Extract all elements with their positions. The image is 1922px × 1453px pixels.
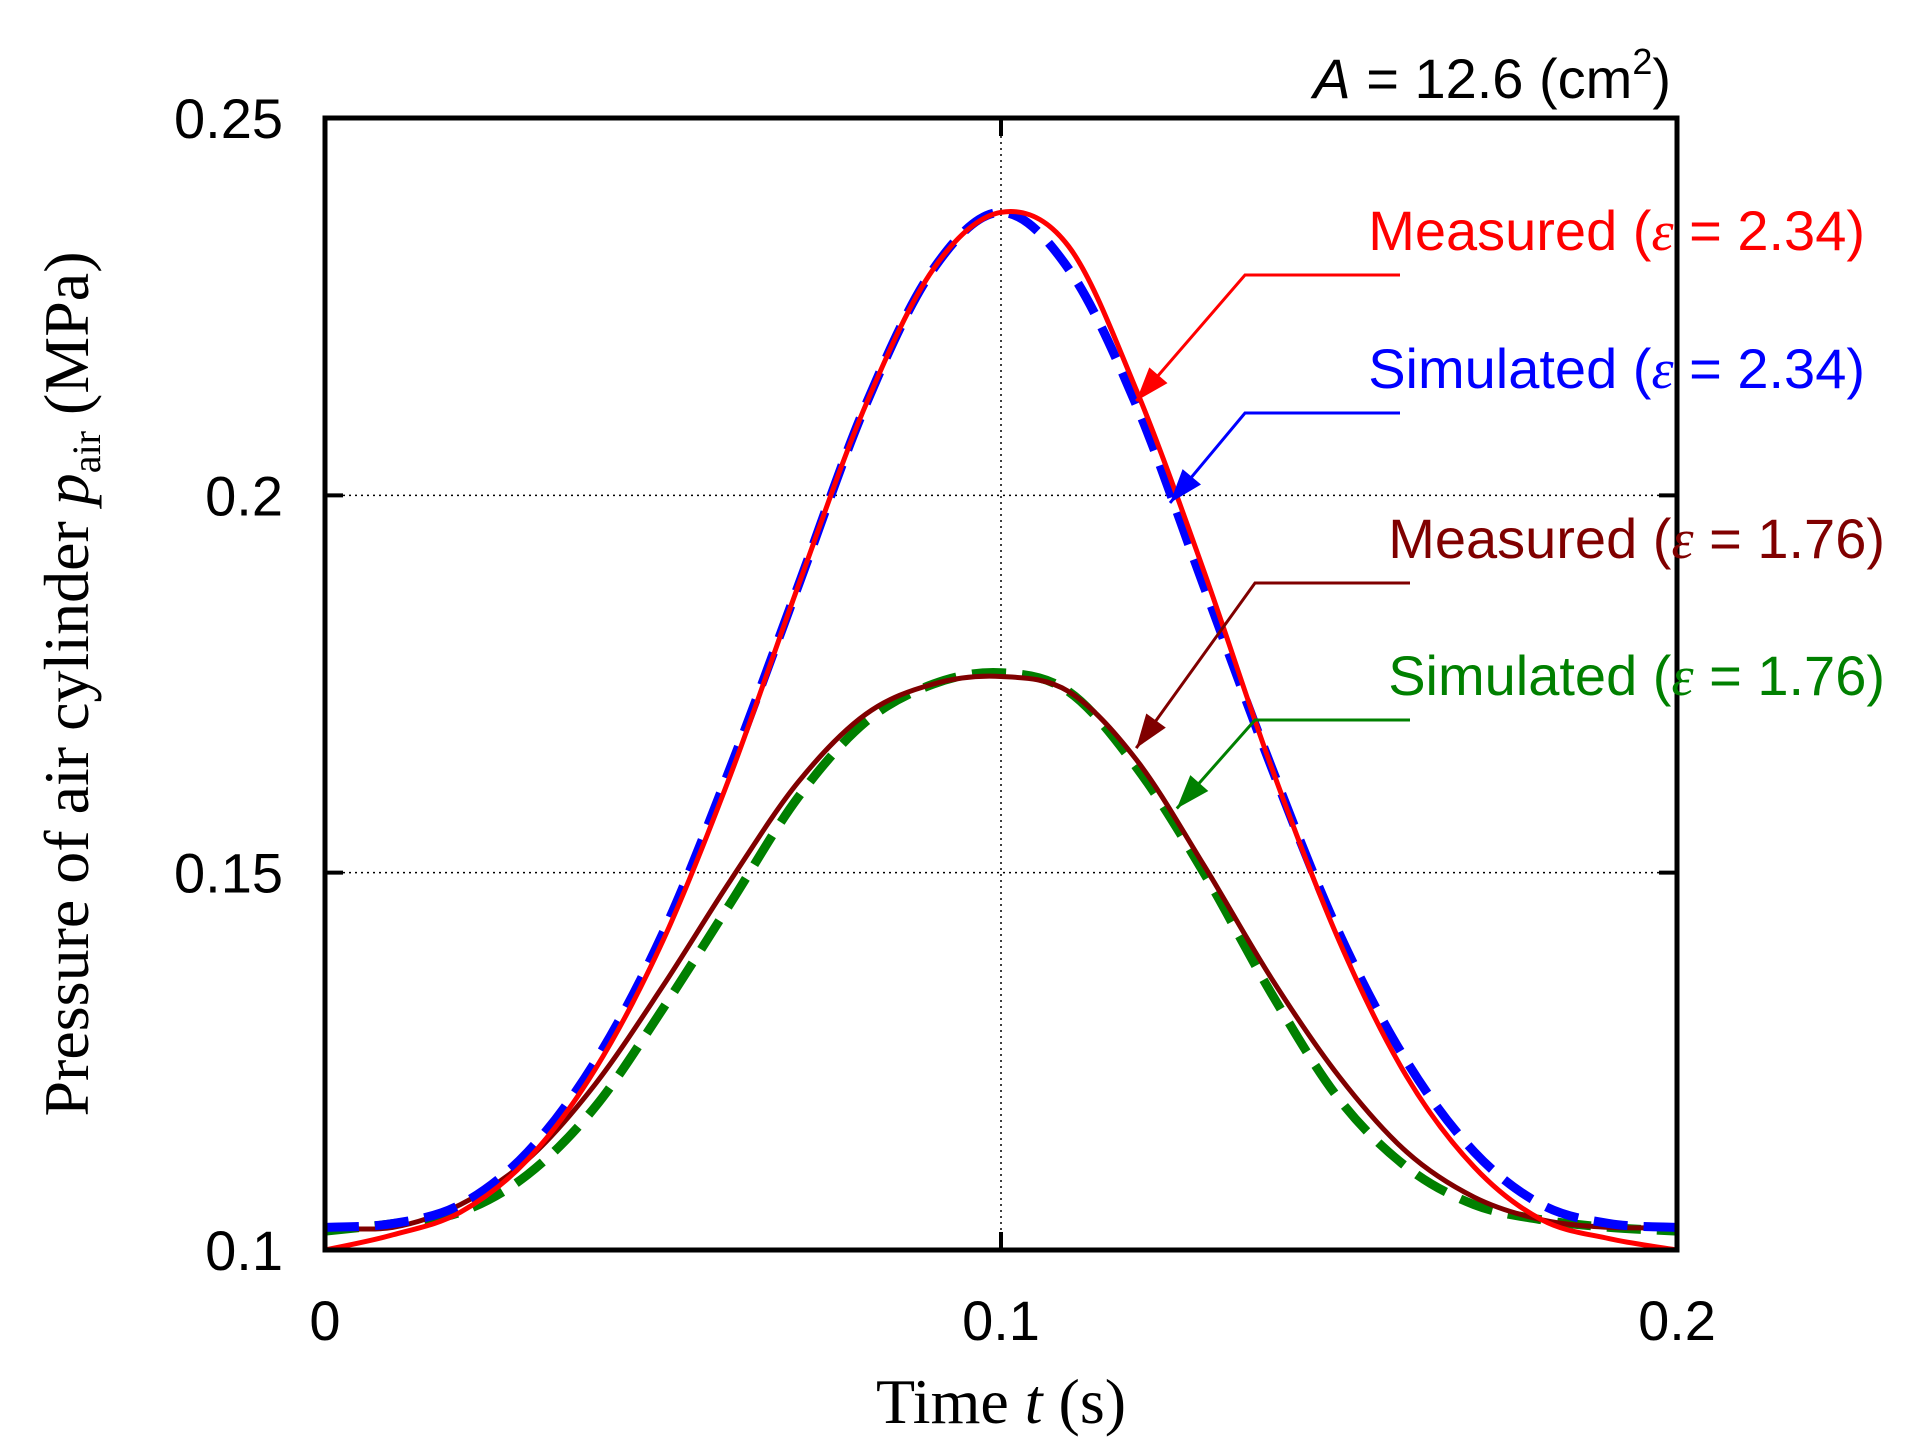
annotation-arrow-head	[1176, 775, 1209, 809]
legend-name-0: Measured	[1368, 199, 1617, 262]
y-tick-label: 0.1	[205, 1219, 283, 1282]
xlabel-post: (s)	[1043, 1366, 1127, 1437]
legend-close-1: )	[1846, 337, 1865, 400]
title-eq: = 12.6 (cm	[1351, 47, 1633, 110]
series-line-simulated-2-34	[324, 207, 1678, 1232]
legend-eq-2: =	[1694, 507, 1758, 570]
y-tick-label: 0.25	[174, 87, 283, 150]
legend-open-1: (	[1617, 337, 1652, 400]
y-tick-label: 0.2	[205, 464, 283, 527]
series-line-measured-1-76	[324, 673, 1678, 1232]
legend-name-3: Simulated	[1388, 644, 1637, 707]
epsilon-symbol: ε	[1671, 509, 1694, 571]
x-tick-label: 0.1	[962, 1289, 1040, 1352]
ylabel-sub: air	[64, 431, 109, 473]
legend-label-measured-1-76: Measured (ε = 1.76)	[1388, 507, 1885, 571]
annotation-arrow-head	[1136, 713, 1166, 749]
legend-open-0: (	[1617, 199, 1652, 262]
legend-close-0: )	[1846, 199, 1865, 262]
title-var: A	[1310, 47, 1350, 110]
ylabel-post: (MPa)	[31, 251, 102, 431]
legend-eq-0: =	[1674, 199, 1738, 262]
legend-open-3: (	[1637, 644, 1672, 707]
series-line-simulated-1-76	[324, 667, 1678, 1236]
legend-label-simulated-2-34: Simulated (ε = 2.34)	[1368, 337, 1865, 401]
grid	[325, 118, 1677, 1250]
title-sup: 2	[1632, 41, 1652, 82]
epsilon-symbol: ε	[1671, 646, 1694, 708]
legend-close-2: )	[1866, 507, 1885, 570]
legend-eps-2: 1.76	[1757, 507, 1866, 570]
epsilon-symbol: ε	[1651, 201, 1674, 263]
ylabel-var: p	[31, 473, 102, 509]
legend-name-1: Simulated	[1368, 337, 1617, 400]
annotation-arrow-line	[1135, 273, 1400, 402]
legend-label-simulated-1-76: Simulated (ε = 1.76)	[1388, 644, 1885, 708]
x-tick-label: 0.2	[1638, 1289, 1716, 1352]
annotation-arrow-head	[1170, 469, 1201, 503]
xlabel-var: t	[1025, 1366, 1045, 1437]
x-axis-label: Time t (s)	[876, 1366, 1126, 1437]
epsilon-symbol: ε	[1651, 339, 1674, 401]
chart-title: A = 12.6 (cm2)	[1310, 41, 1671, 110]
ylabel-pre: Pressure of air cylinder	[31, 505, 102, 1116]
legend-close-3: )	[1866, 644, 1885, 707]
series-line-measured-2-34	[324, 209, 1678, 1253]
xlabel-pre: Time	[876, 1366, 1025, 1437]
y-axis-label: Pressure of air cylinder pair (MPa)	[31, 251, 109, 1116]
legend-label-measured-2-34: Measured (ε = 2.34)	[1368, 199, 1865, 263]
ticks: 0 0.1 0.2 0.1 0.15 0.2 0.25	[174, 87, 1716, 1352]
legend-open-2: (	[1637, 507, 1672, 570]
legend: Measured (ε = 2.34) Simulated (ε = 2.34)…	[1368, 199, 1885, 708]
annotation-arrow-line	[1168, 411, 1400, 504]
annotation-arrow-line	[1134, 581, 1410, 749]
legend-eps-0: 2.34	[1737, 199, 1846, 262]
x-tick-label: 0	[309, 1289, 340, 1352]
series-layer	[324, 207, 1678, 1253]
legend-name-2: Measured	[1388, 507, 1637, 570]
y-tick-label: 0.15	[174, 842, 283, 905]
legend-eq-1: =	[1674, 337, 1738, 400]
annotation-arrow-line	[1175, 718, 1410, 810]
annotation-arrows	[1134, 273, 1410, 810]
annotation-arrow-head	[1136, 367, 1168, 401]
legend-eps-1: 2.34	[1737, 337, 1846, 400]
legend-eps-3: 1.76	[1757, 644, 1866, 707]
legend-eq-3: =	[1694, 644, 1758, 707]
title-close: )	[1652, 47, 1671, 110]
